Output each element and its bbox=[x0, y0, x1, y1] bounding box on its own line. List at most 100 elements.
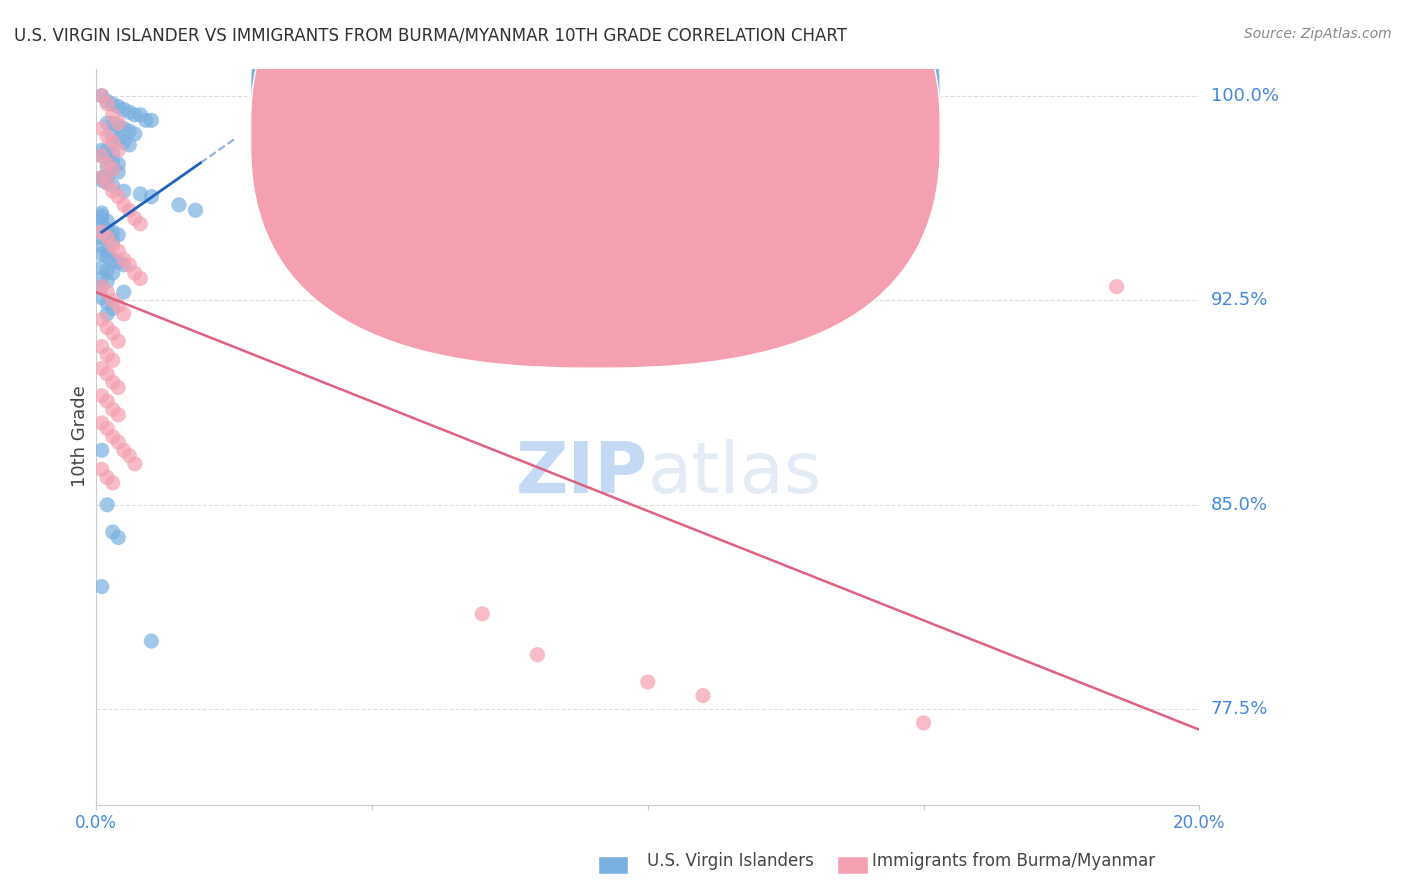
Point bbox=[135, 113, 157, 128]
Point bbox=[112, 135, 135, 149]
Point bbox=[107, 132, 129, 146]
Point bbox=[90, 271, 112, 285]
Point bbox=[90, 225, 112, 239]
Point bbox=[101, 238, 124, 252]
Point bbox=[90, 219, 112, 234]
Point bbox=[107, 380, 129, 394]
Point bbox=[101, 154, 124, 169]
Point bbox=[141, 189, 163, 203]
Point bbox=[101, 225, 124, 239]
Text: N = 74: N = 74 bbox=[697, 89, 765, 107]
Point bbox=[96, 394, 118, 409]
Text: N = 63: N = 63 bbox=[697, 126, 765, 144]
Text: R =: R = bbox=[593, 89, 623, 107]
Point bbox=[90, 361, 112, 376]
Point bbox=[129, 108, 152, 122]
Point bbox=[124, 108, 146, 122]
Text: Source: ZipAtlas.com: Source: ZipAtlas.com bbox=[1244, 27, 1392, 41]
Point bbox=[101, 116, 124, 130]
Point bbox=[101, 475, 124, 490]
Point bbox=[101, 233, 124, 247]
Point bbox=[90, 211, 112, 226]
Point bbox=[107, 100, 129, 114]
Point bbox=[90, 206, 112, 220]
Point bbox=[90, 88, 112, 103]
Point bbox=[90, 149, 112, 163]
Point bbox=[129, 186, 152, 201]
Point bbox=[96, 214, 118, 228]
Point bbox=[101, 162, 124, 177]
Point bbox=[118, 258, 141, 272]
Point bbox=[101, 301, 124, 316]
FancyBboxPatch shape bbox=[565, 72, 830, 161]
Point bbox=[96, 129, 118, 144]
Point bbox=[112, 285, 135, 299]
Point bbox=[101, 252, 124, 267]
Point bbox=[90, 312, 112, 326]
Text: -0.022: -0.022 bbox=[634, 126, 697, 144]
Point bbox=[118, 124, 141, 138]
Point bbox=[118, 105, 141, 120]
Point bbox=[101, 162, 124, 177]
Point bbox=[107, 227, 129, 242]
Point bbox=[96, 157, 118, 171]
Point bbox=[90, 170, 112, 185]
Point bbox=[90, 230, 112, 244]
Point bbox=[96, 296, 118, 310]
Point bbox=[96, 170, 118, 185]
Point bbox=[90, 279, 112, 293]
Point bbox=[90, 580, 112, 594]
Point bbox=[1105, 279, 1128, 293]
Point bbox=[112, 443, 135, 458]
Point bbox=[129, 217, 152, 231]
Point bbox=[124, 127, 146, 141]
Point bbox=[90, 121, 112, 136]
Point bbox=[118, 137, 141, 152]
Point bbox=[112, 198, 135, 212]
Point bbox=[637, 675, 659, 690]
Point bbox=[96, 285, 118, 299]
Point bbox=[96, 421, 118, 435]
Text: Immigrants from Burma/Myanmar: Immigrants from Burma/Myanmar bbox=[872, 852, 1154, 870]
Point bbox=[692, 689, 714, 703]
Point bbox=[90, 144, 112, 158]
Point bbox=[96, 222, 118, 236]
Point bbox=[96, 367, 118, 381]
Point bbox=[912, 715, 935, 730]
Point bbox=[90, 291, 112, 305]
Point bbox=[96, 263, 118, 277]
Point bbox=[107, 408, 129, 422]
Text: U.S. Virgin Islanders: U.S. Virgin Islanders bbox=[647, 852, 814, 870]
Point bbox=[96, 230, 118, 244]
Point bbox=[107, 157, 129, 171]
Point bbox=[96, 470, 118, 484]
Point bbox=[101, 353, 124, 368]
Point bbox=[107, 435, 129, 450]
Point bbox=[90, 462, 112, 476]
Point bbox=[101, 375, 124, 389]
Point bbox=[112, 103, 135, 117]
Point bbox=[96, 274, 118, 288]
Text: 0.197: 0.197 bbox=[637, 89, 693, 107]
Point bbox=[184, 203, 207, 218]
Point bbox=[101, 524, 124, 539]
Point bbox=[101, 146, 124, 161]
Point bbox=[107, 189, 129, 203]
Point bbox=[107, 334, 129, 348]
Point bbox=[112, 307, 135, 321]
Point bbox=[101, 129, 124, 144]
Point bbox=[90, 416, 112, 430]
Point bbox=[107, 144, 129, 158]
Point bbox=[107, 165, 129, 179]
Bar bbox=[598, 856, 628, 874]
Point bbox=[96, 116, 118, 130]
Point bbox=[101, 97, 124, 112]
Point bbox=[124, 457, 146, 471]
Text: 77.5%: 77.5% bbox=[1211, 700, 1268, 718]
Point bbox=[107, 244, 129, 259]
Point bbox=[141, 113, 163, 128]
Point bbox=[96, 176, 118, 190]
Y-axis label: 10th Grade: 10th Grade bbox=[72, 385, 89, 487]
Point bbox=[90, 260, 112, 275]
Text: 92.5%: 92.5% bbox=[1211, 292, 1268, 310]
